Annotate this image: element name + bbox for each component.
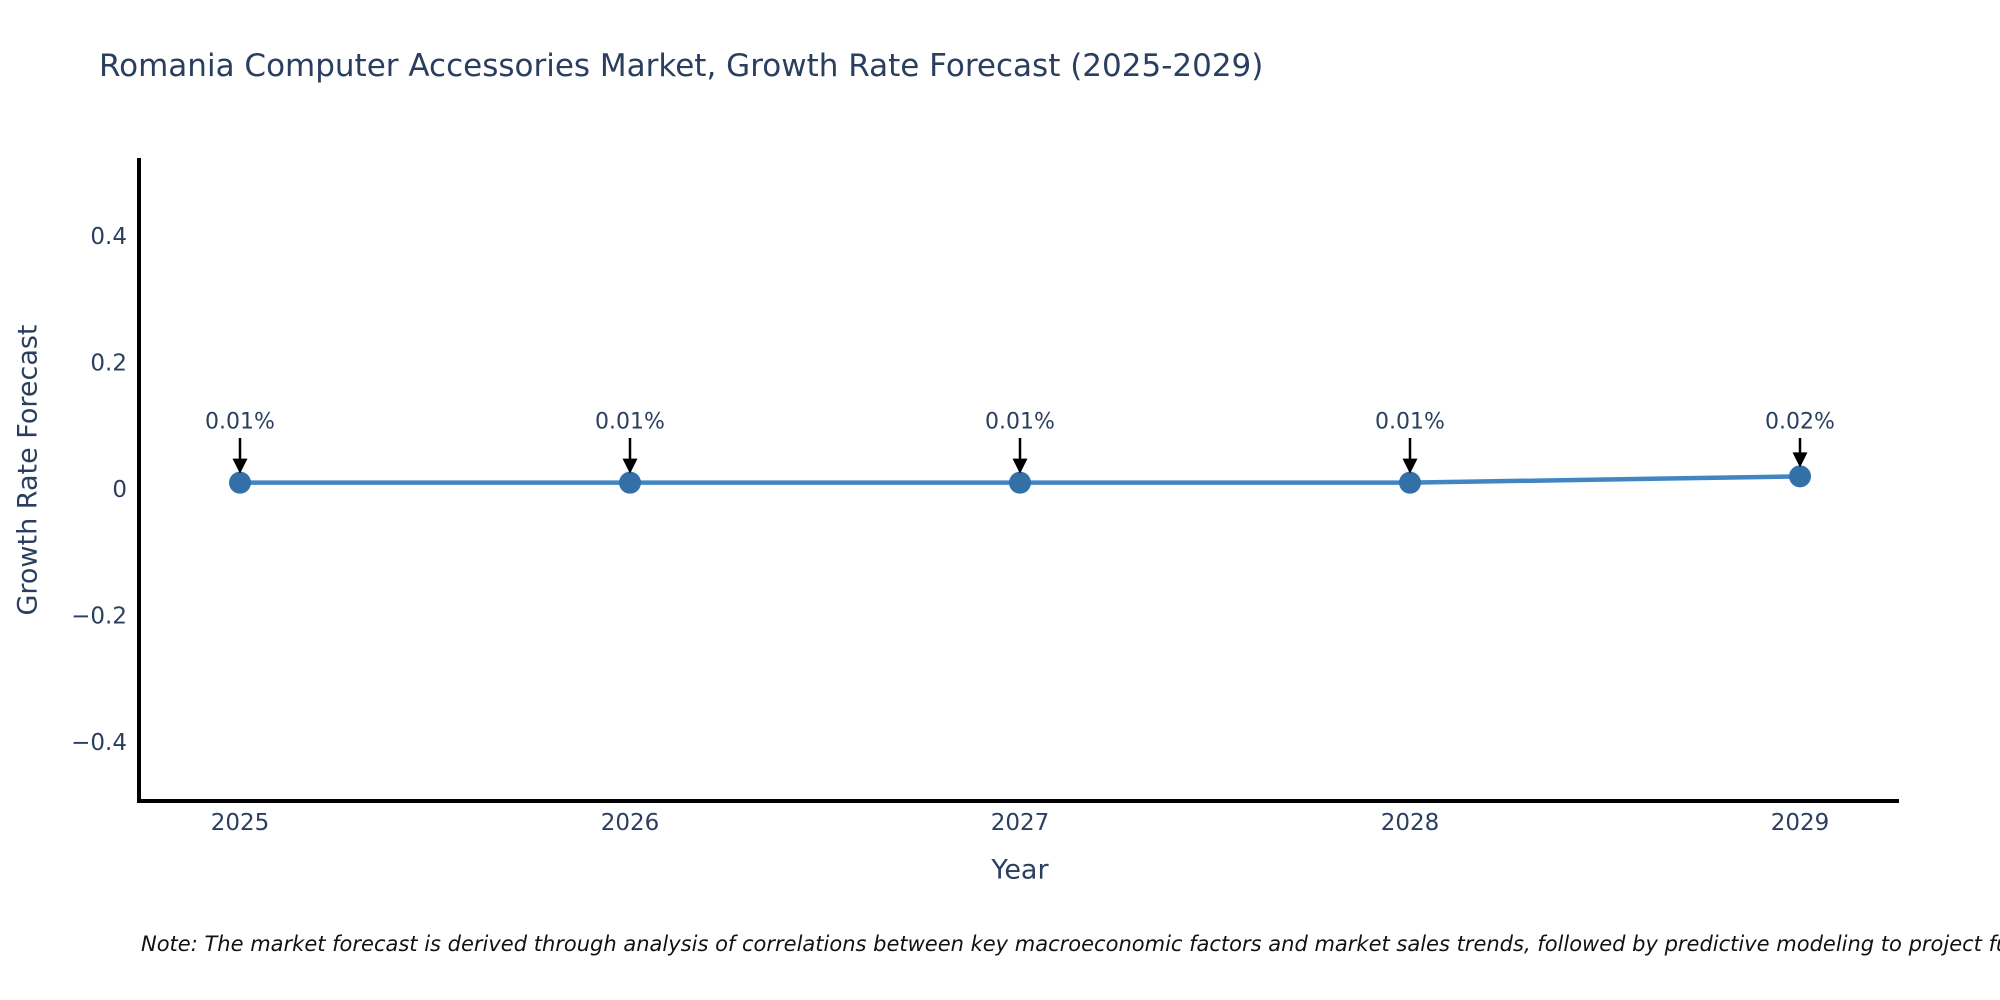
footnote: Note: The market forecast is derived thr…: [141, 932, 2000, 956]
annotation-label: 0.01%: [1375, 410, 1445, 435]
data-point-marker: [619, 471, 641, 494]
annotation-label: 0.01%: [595, 410, 665, 435]
annotation-arrowhead: [1792, 452, 1808, 468]
x-tick-label: 2027: [991, 810, 1050, 836]
annotation-arrowhead: [1402, 458, 1418, 474]
y-tick-label: 0.4: [90, 224, 127, 250]
x-tick-label: 2025: [211, 810, 270, 836]
data-point-marker: [1009, 471, 1031, 494]
data-point-marker: [1399, 471, 1421, 494]
y-tick-label: 0: [112, 477, 127, 503]
annotation-arrowhead: [622, 458, 638, 474]
data-point-marker: [1789, 465, 1811, 488]
annotation-label: 0.02%: [1765, 410, 1835, 435]
x-tick-label: 2028: [1381, 810, 1440, 836]
annotation-arrowhead: [1012, 458, 1028, 474]
chart-title: Romania Computer Accessories Market, Gro…: [99, 48, 1264, 84]
annotation-label: 0.01%: [985, 410, 1055, 435]
y-tick-label: 0.2: [90, 351, 127, 377]
x-axis-title: Year: [991, 854, 1049, 886]
y-tick-label: −0.2: [71, 604, 127, 630]
x-tick-label: 2026: [601, 810, 660, 836]
y-tick-label: −0.4: [71, 730, 127, 756]
annotation-label: 0.01%: [205, 410, 275, 435]
annotation-arrowhead: [232, 458, 248, 474]
y-axis-title: Growth Rate Forecast: [12, 324, 44, 616]
x-tick-label: 2029: [1771, 810, 1830, 836]
data-point-marker: [229, 471, 251, 494]
